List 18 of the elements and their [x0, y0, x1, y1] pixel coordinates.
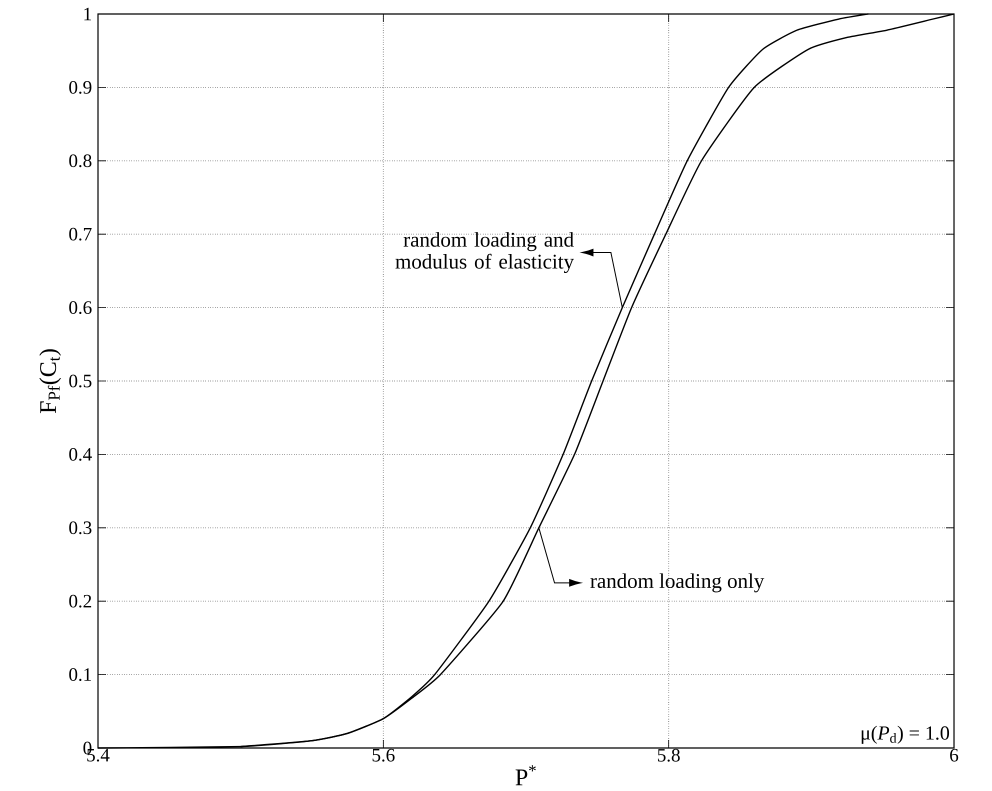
x-tick-label: 5.6 [372, 748, 395, 762]
y-tick-label: 0.7 [69, 228, 92, 241]
text: random loading and modulus of elasticity [395, 232, 574, 274]
y-tick-label: 0.4 [69, 448, 92, 461]
y-tick-label: 0.5 [69, 374, 92, 388]
y-tick-label: 0.3 [69, 521, 92, 534]
annotation: μ(P$_{d}$) = 1.0 [862, 726, 950, 744]
y-tick-label: 0.9 [69, 81, 92, 94]
y-axis-title: F$_{Pf}$(C$_{t}$) [39, 349, 61, 414]
y-tick-label: 0.1 [69, 668, 92, 682]
x-tick-label: 5.8 [658, 748, 680, 762]
y-tick-label: 0.2 [69, 594, 92, 608]
x-tick-label: 6 [950, 748, 958, 762]
y-tick-label: 0.8 [69, 154, 92, 168]
y-tick-label: 1 [84, 8, 92, 20]
x-axis-title: P$^{*}$ [516, 765, 536, 786]
legend-label: random loading only [590, 573, 764, 592]
y-tick-label: 0.6 [69, 301, 92, 314]
